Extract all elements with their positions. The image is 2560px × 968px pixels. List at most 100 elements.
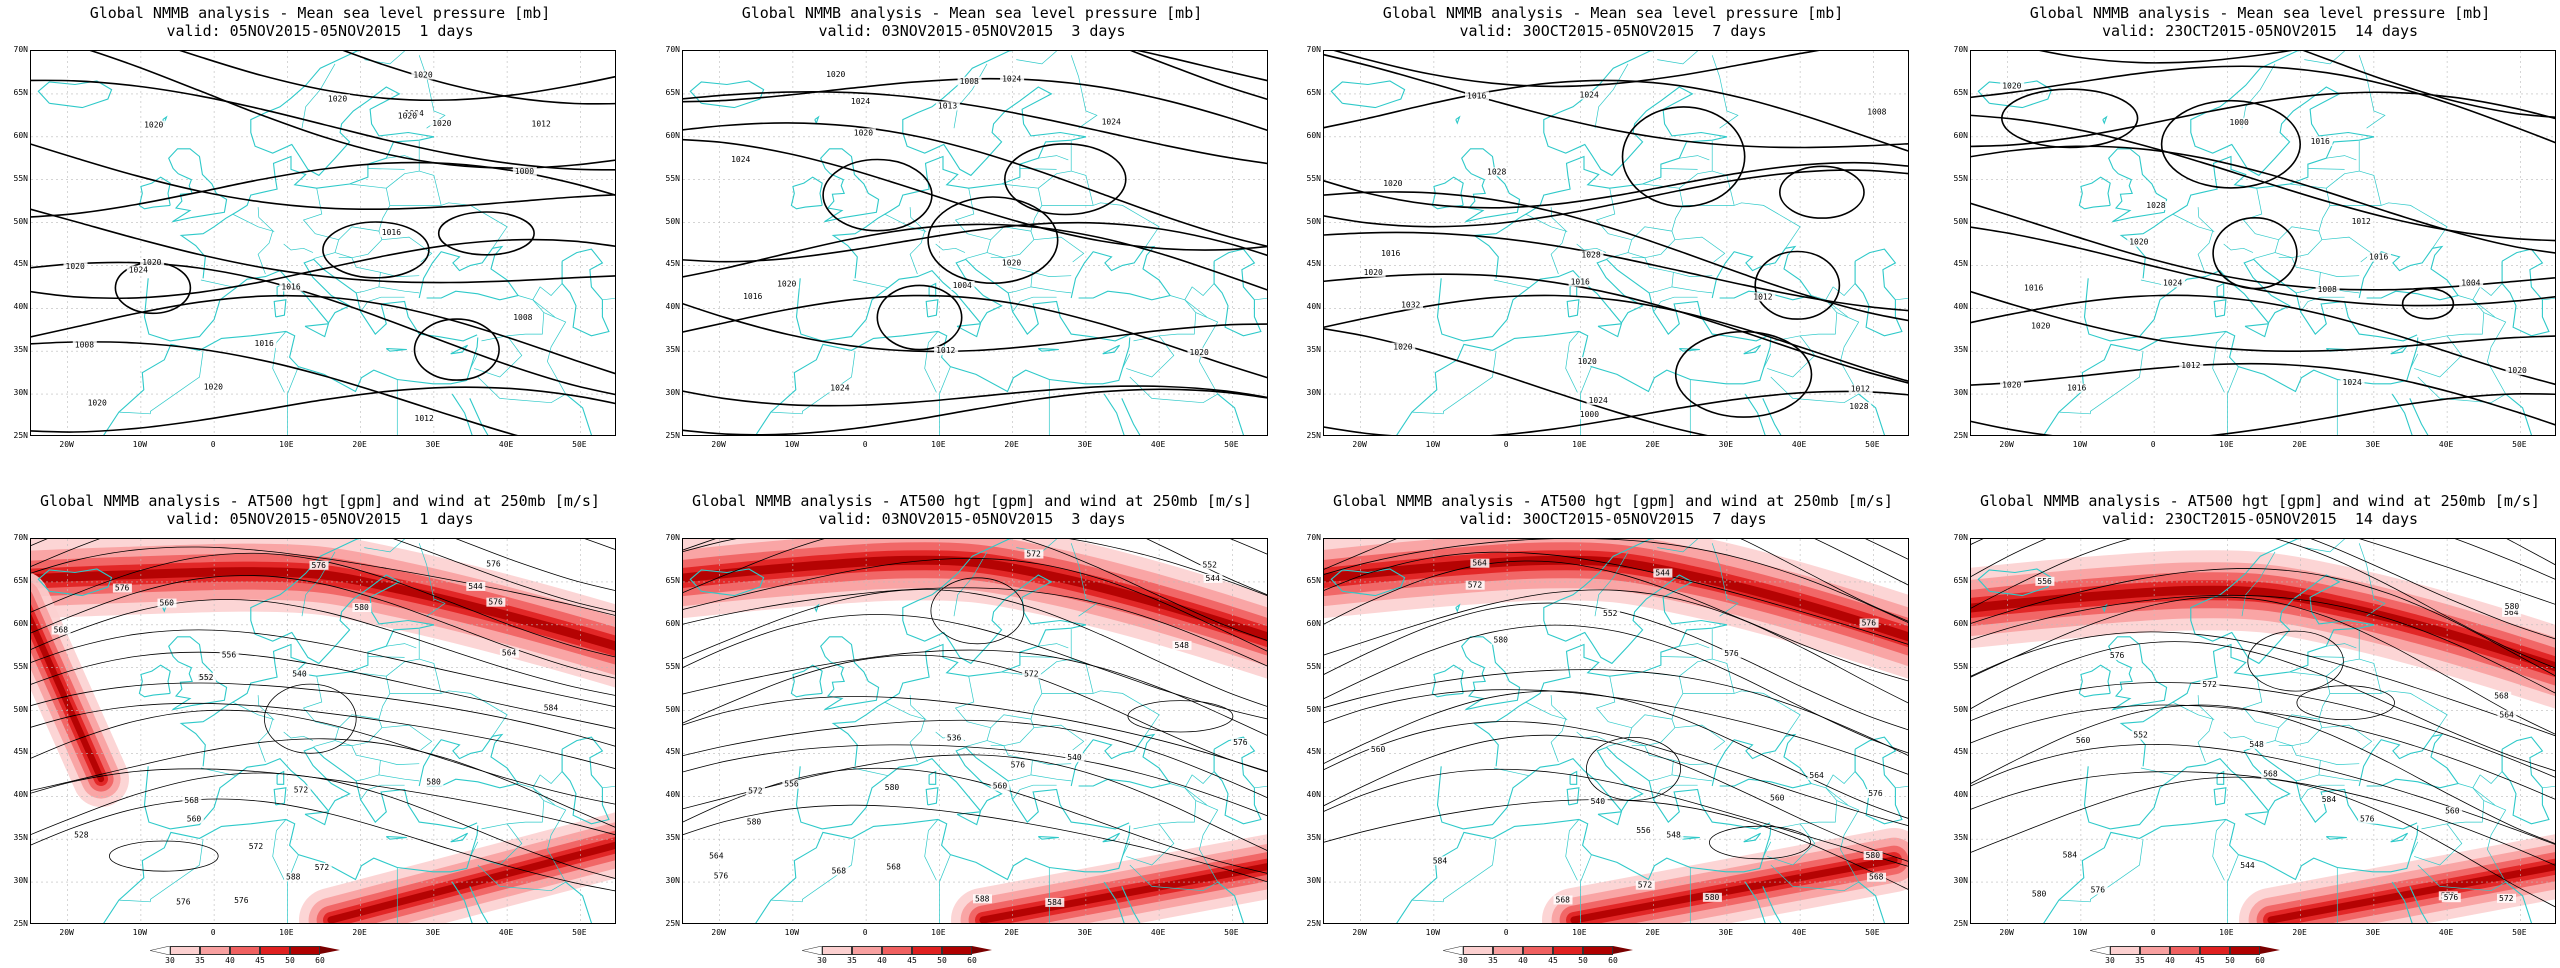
coastline [1762, 886, 1782, 923]
coastline [2409, 398, 2429, 435]
isoline [1971, 596, 2555, 735]
isoline [1324, 551, 1908, 645]
coastline [2043, 818, 2419, 923]
country-border [1550, 207, 1568, 233]
contour-label-bg [63, 262, 88, 271]
contour-label: 560 [2445, 807, 2460, 816]
coastline [1472, 51, 1728, 279]
contour-label: 576 [234, 896, 249, 905]
lon-label: 40E [2438, 440, 2454, 449]
isoline [1324, 721, 1908, 827]
colorbar-tick-label: 45 [1548, 956, 1558, 965]
contour-label-bg [828, 383, 853, 393]
contour-label-bg [395, 111, 420, 121]
contour-label-bg [1381, 178, 1406, 188]
country-border [543, 800, 567, 883]
country-border [1767, 335, 1816, 378]
coastline [168, 148, 228, 223]
country-border [1254, 297, 1267, 301]
contour-label-bg [2443, 806, 2463, 816]
jet-band [2267, 863, 2555, 923]
country-border [2212, 819, 2227, 881]
contour-label-bg [746, 786, 766, 796]
contour-label-bg [411, 70, 436, 80]
isoline [2302, 51, 2555, 118]
coastline [1217, 393, 1245, 435]
country-border [1126, 335, 1175, 378]
contour-label-bg [174, 897, 194, 907]
lon-label: 30E [2365, 440, 2381, 449]
isoline [1324, 169, 1908, 228]
coastline [2391, 393, 2413, 435]
lat-label: 65N [1953, 87, 1968, 97]
coastline [561, 248, 610, 337]
lon-label: 10W [132, 440, 148, 449]
coastline [1455, 603, 1461, 613]
contour-label-bg [824, 70, 849, 80]
lon-label: 10E [279, 440, 294, 449]
lon-label: 0 [2150, 440, 2156, 449]
contour-label: 572 [2499, 894, 2514, 903]
country-border [1774, 783, 1838, 830]
contour-label-bg [1575, 357, 1600, 366]
isoline [683, 221, 1267, 263]
isoline-closed [1778, 165, 1865, 219]
coastline [2391, 881, 2413, 923]
map-svg: 1000 1008 1012 1016 1020 1024 1028 1032 1028 1024… [1324, 51, 1908, 435]
isoline [1814, 539, 1908, 586]
map-panel-z500-4: Global NMMB analysis - AT500 hgt [gpm] a… [1940, 488, 2560, 968]
country-border [419, 658, 442, 694]
contour-label-bg [848, 97, 873, 106]
coastline [956, 811, 982, 826]
country-border [360, 784, 405, 801]
map-svg: 1016102010161008100010041008102010201020… [31, 51, 615, 435]
isoline [1971, 539, 2555, 640]
isoline [1324, 539, 1908, 622]
coastline [1213, 248, 1262, 337]
lat-label: 25N [665, 431, 680, 440]
isoline [179, 51, 615, 102]
isoline [1971, 392, 2555, 435]
map-svg: 1012 1016 1020 1004 1008 1024 1024 1020 1024 1020… [683, 51, 1267, 435]
coastline [1436, 746, 1771, 830]
coastline [37, 80, 113, 109]
contour-label: 1020 [413, 71, 432, 80]
graticule [683, 51, 1267, 435]
panel-title: Global NMMB analysis - Mean sea level pr… [741, 4, 1203, 22]
colorbar-arrow-low-outline [1443, 946, 1463, 955]
contour-label: 1016 [2067, 384, 2086, 393]
isoline [31, 539, 615, 591]
isoline [1971, 704, 2555, 845]
contour-label: 584 [2063, 851, 2078, 860]
colorbar-swatch [290, 946, 320, 955]
colorbar-tick-label: 30 [165, 956, 175, 965]
lat-label: 55N [1953, 661, 1968, 671]
contour-label: 568 [184, 796, 199, 805]
country-border [302, 188, 340, 259]
lat-label: 45N [665, 259, 680, 269]
isoline-closed [1127, 700, 1234, 733]
lat-label: 60N [13, 618, 28, 628]
contour-label-bg [2319, 795, 2339, 804]
coastline [1597, 811, 1623, 826]
contour-label-bg [430, 118, 455, 128]
isoline-closed [822, 158, 933, 232]
country-border [150, 351, 204, 414]
lon-label: 30E [425, 928, 441, 937]
isoline [31, 546, 615, 616]
contour-label: 576 [1724, 649, 1739, 658]
coastline [2213, 787, 2227, 806]
country-border [2358, 55, 2386, 129]
coastline [2358, 733, 2460, 789]
country-border [1594, 63, 1629, 129]
isoline [683, 294, 1267, 379]
contour-label-bg [112, 583, 132, 593]
coastline [928, 282, 937, 297]
contour-label: 568 [886, 862, 901, 871]
isoline [31, 651, 615, 729]
contour-label: 1000 [1580, 410, 1599, 419]
contour-label-bg [1634, 826, 1654, 836]
isoline-closed [2000, 88, 2139, 149]
colorbar-cells [822, 946, 972, 955]
coastline [385, 348, 407, 352]
